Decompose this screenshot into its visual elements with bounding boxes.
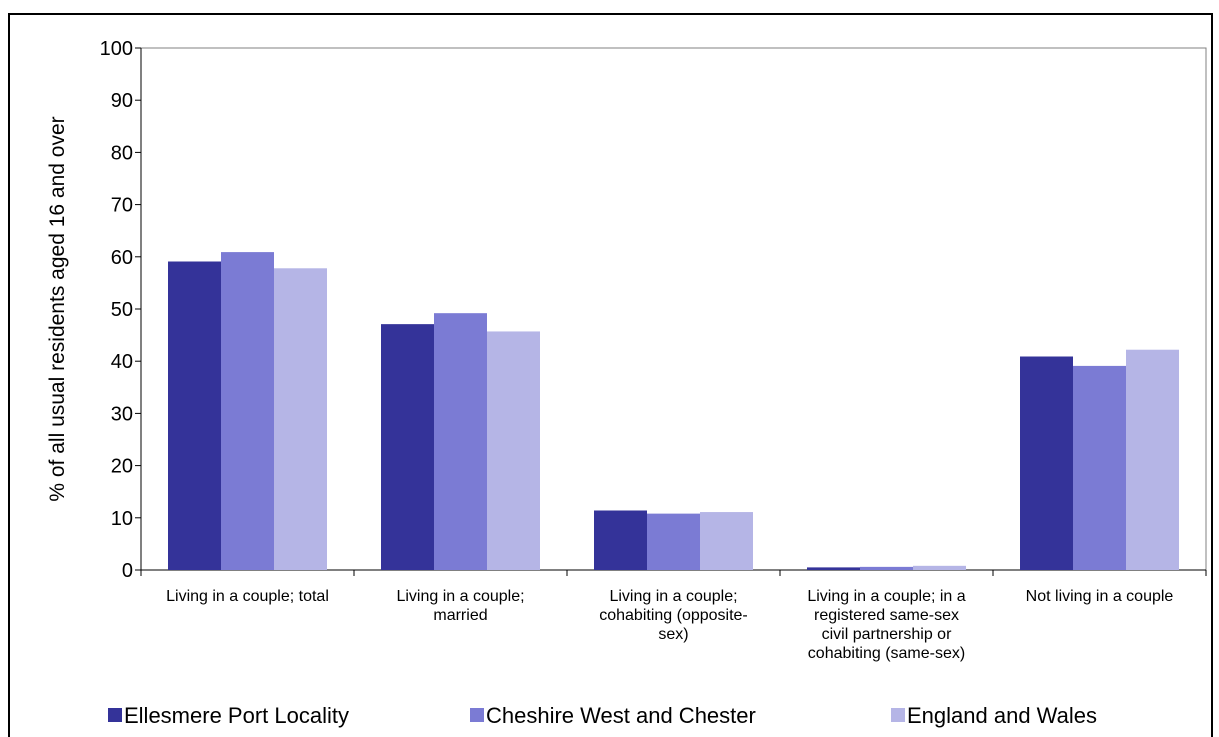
bar	[168, 261, 221, 570]
y-tick-label: 0	[122, 560, 133, 582]
bar	[860, 566, 913, 570]
bar	[1073, 365, 1126, 570]
bar	[700, 512, 753, 570]
chart-frame	[8, 13, 1213, 737]
y-tick-label: 100	[100, 38, 133, 60]
bar	[434, 313, 487, 570]
bar	[381, 324, 434, 570]
bars	[168, 252, 1179, 571]
x-category-label: Living in a couple; cohabiting (opposite-…	[599, 588, 748, 643]
x-category-label: Not living in a couple	[1026, 588, 1174, 605]
legend-swatch	[891, 708, 905, 722]
y-tick-label: 20	[111, 456, 133, 478]
y-tick-label: 50	[111, 299, 133, 321]
x-category-label: Living in a couple; total	[166, 588, 329, 605]
legend-label: England and Wales	[907, 703, 1097, 728]
y-tick-label: 90	[111, 90, 133, 112]
x-axis: Living in a couple; total Living in a cou…	[140, 569, 1207, 662]
bar	[487, 331, 540, 570]
legend-swatch	[108, 708, 122, 722]
x-category-label: Living in a couple; in a registered same-…	[807, 588, 965, 662]
x-category-label: Living in a couple; married	[396, 588, 524, 624]
y-tick-label: 10	[111, 508, 133, 530]
legend-label: Ellesmere Port Locality	[124, 703, 349, 728]
y-axis-title: % of all usual residents aged 16 and ove…	[46, 116, 69, 501]
bar	[1126, 349, 1179, 570]
y-tick-label: 30	[111, 403, 133, 425]
bar	[647, 513, 700, 570]
y-tick-label: 40	[111, 351, 133, 373]
bar	[274, 268, 327, 570]
y-tick-label: 80	[111, 142, 133, 164]
y-tick-label: 70	[111, 195, 133, 217]
legend-swatch	[470, 708, 484, 722]
legend-label: Cheshire West and Chester	[486, 703, 756, 728]
bar	[807, 567, 860, 570]
bar	[913, 565, 966, 570]
bar	[221, 252, 274, 571]
bar	[594, 510, 647, 570]
y-axis: 0 10 20 30 40 50 60 70 80 90 100	[100, 38, 142, 582]
legend: Ellesmere Port Locality Cheshire West and…	[108, 703, 1097, 728]
y-tick-label: 60	[111, 247, 133, 269]
bar	[1020, 356, 1073, 570]
